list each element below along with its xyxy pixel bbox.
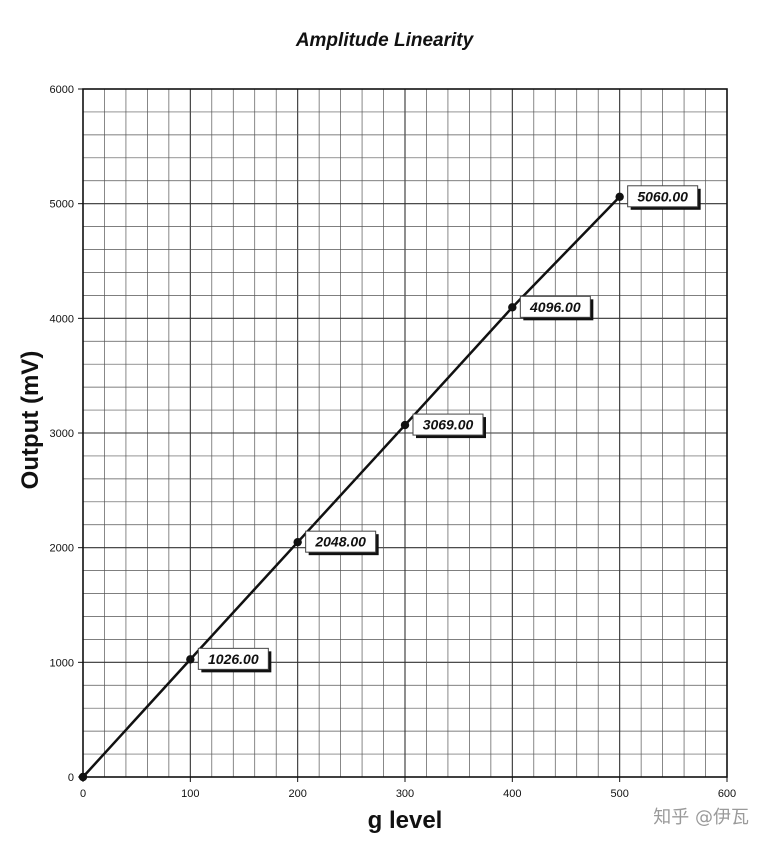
x-tick-label: 600: [718, 788, 736, 800]
x-tick-label: 400: [503, 788, 521, 800]
data-label-text: 2048.00: [314, 534, 366, 550]
data-point: [400, 420, 410, 430]
data-label-text: 5060.00: [637, 188, 688, 204]
data-label: 4096.00: [519, 295, 594, 321]
data-label-box: [412, 413, 484, 436]
data-point: [78, 772, 88, 782]
x-tick-label: 300: [396, 788, 414, 800]
y-tick-label: 6000: [50, 84, 74, 96]
data-label-box: [197, 647, 269, 670]
watermark-text: 知乎 @伊瓦: [653, 807, 749, 828]
data-label: 2048.00: [305, 530, 379, 556]
x-axis-title: g level: [367, 807, 443, 834]
data-label-text: 3069.00: [423, 417, 474, 433]
data-label-box: [519, 295, 591, 318]
data-point: [186, 655, 195, 664]
x-tick-label: 100: [181, 788, 199, 800]
data-label: 5060.00: [627, 185, 701, 210]
data-label-box: [627, 185, 699, 208]
data-label-text: 1026.00: [208, 651, 259, 667]
y-axis-title: Output (mV): [17, 350, 44, 490]
series-line: [82, 195, 621, 778]
y-tick-label: 2000: [50, 543, 74, 555]
y-tick-label: 0: [68, 772, 74, 784]
x-tick-label: 500: [610, 788, 628, 800]
y-tick-label: 1000: [50, 657, 74, 669]
data-point: [293, 537, 302, 547]
data-label: 1026.00: [197, 647, 272, 673]
y-tick-label: 4000: [50, 313, 74, 325]
data-label-text: 4096.00: [529, 299, 581, 315]
data-point: [508, 303, 517, 312]
y-tick-label: 3000: [50, 428, 74, 440]
x-tick-label: 200: [288, 788, 306, 800]
x-tick-label: 0: [80, 788, 86, 800]
data-label-box: [305, 530, 377, 553]
data-label: 3069.00: [412, 413, 486, 439]
y-tick-label: 5000: [50, 199, 74, 211]
chart-title: Amplitude Linearity: [295, 30, 474, 51]
data-point: [615, 192, 624, 201]
